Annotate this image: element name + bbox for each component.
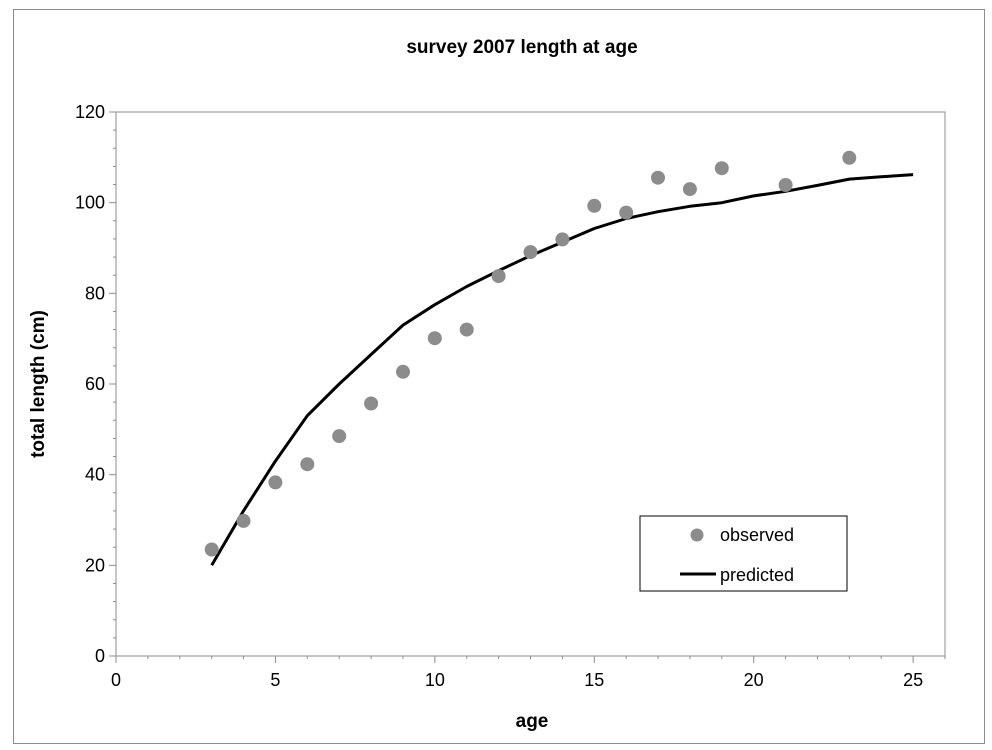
legend: observed predicted: [639, 515, 848, 592]
observed-point: [842, 150, 857, 165]
observed-point: [300, 457, 315, 472]
y-axis-title: total length (cm): [28, 310, 49, 458]
observed-point: [364, 396, 379, 411]
y-tick-label: 40: [85, 465, 105, 485]
x-axis: 0 5 10 15 20 25: [111, 656, 946, 690]
legend-observed-label: observed: [720, 525, 794, 545]
y-tick-label: 100: [75, 193, 105, 213]
observed-point: [236, 513, 251, 528]
chart-title: survey 2007 length at age: [406, 37, 637, 58]
y-tick-label: 120: [75, 102, 105, 122]
observed-point: [459, 322, 474, 337]
y-tick-label: 0: [95, 646, 105, 666]
observed-point: [332, 429, 347, 444]
legend-box: [639, 515, 848, 592]
observed-point: [523, 245, 538, 260]
observed-point: [555, 232, 570, 247]
y-tick-label: 80: [85, 283, 105, 303]
observed-point: [714, 161, 729, 176]
observed-point: [396, 364, 410, 379]
observed-point: [427, 331, 442, 346]
observed-point: [587, 198, 602, 213]
legend-predicted-label: predicted: [720, 565, 794, 585]
x-tick-label: 0: [111, 670, 121, 690]
observed-point: [491, 269, 506, 284]
x-tick-label: 20: [744, 670, 764, 690]
x-tick-label: 5: [270, 670, 280, 690]
x-axis-title: age: [516, 711, 549, 732]
x-tick-label: 10: [425, 670, 445, 690]
observed-point: [204, 542, 219, 557]
x-tick-label: 25: [903, 670, 923, 690]
y-tick-label: 20: [85, 555, 105, 575]
observed-point: [778, 178, 793, 192]
y-axis: 0 20 40 60 80 100 120: [75, 102, 116, 666]
observed-point: [619, 205, 634, 220]
legend-observed-marker: [690, 528, 704, 542]
observed-point: [651, 170, 665, 185]
series-layer: [204, 150, 914, 567]
y-tick-label: 60: [85, 374, 105, 394]
observed-point: [268, 475, 283, 490]
observed-point: [682, 182, 697, 197]
x-tick-label: 15: [584, 670, 604, 690]
